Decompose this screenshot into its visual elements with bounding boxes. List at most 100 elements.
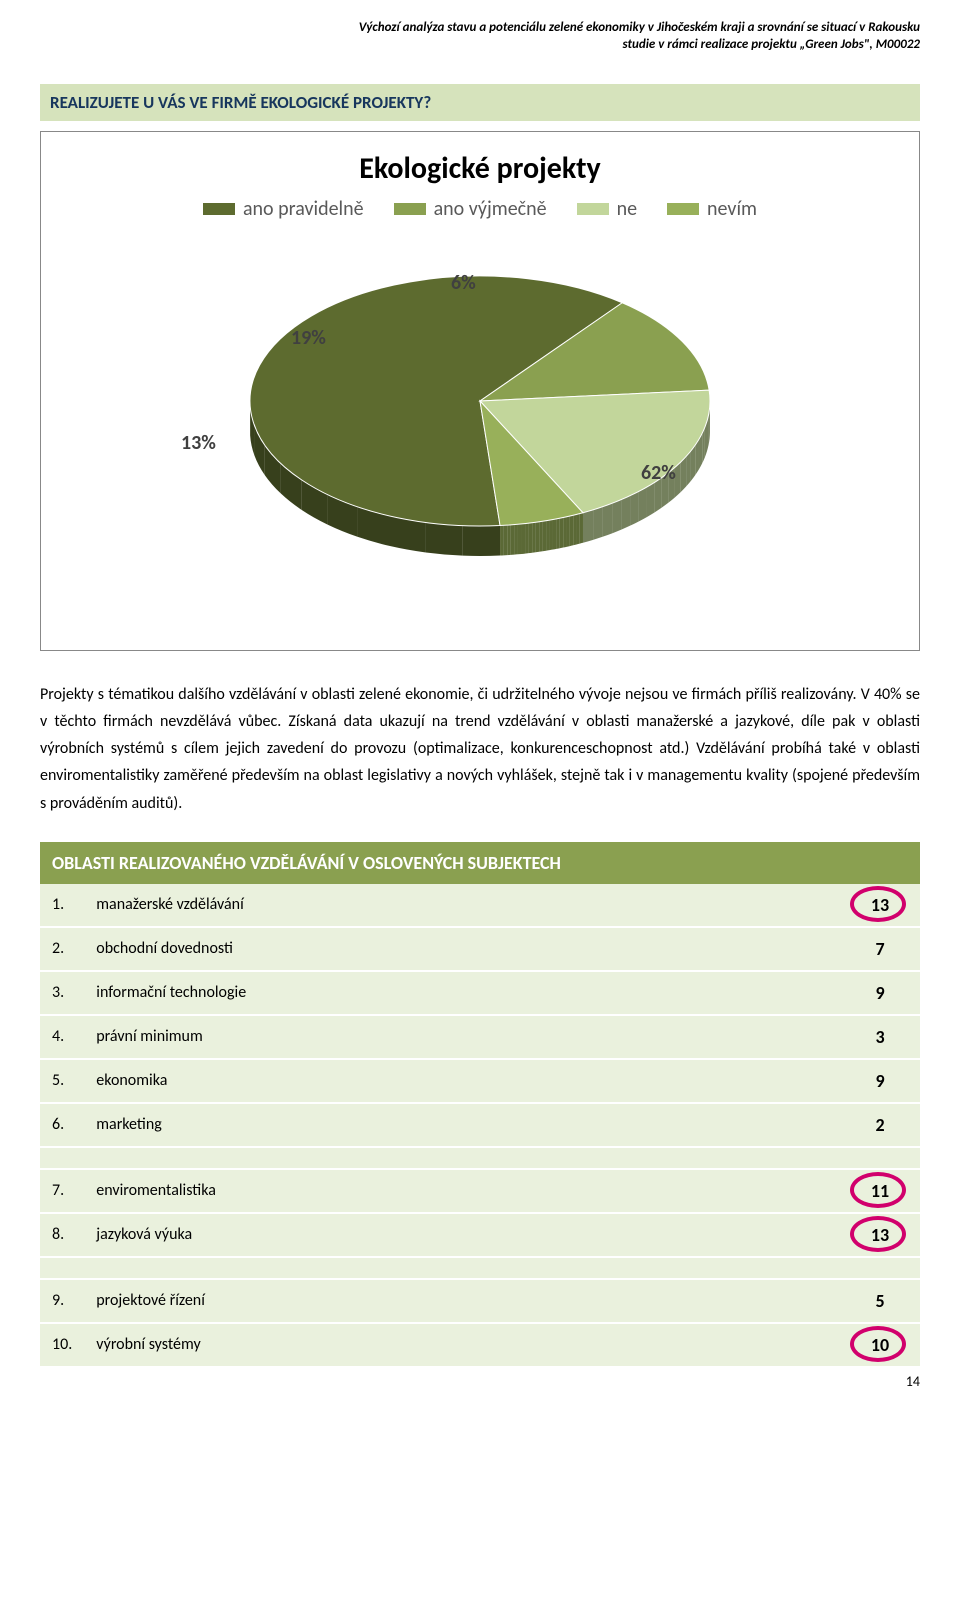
legend-item: ne	[577, 197, 637, 221]
pie-slice-side	[593, 506, 603, 539]
row-number: 4.	[40, 1015, 84, 1059]
legend-swatch	[577, 203, 609, 215]
doc-header: Výchozí analýza stavu a potenciálu zelen…	[40, 20, 920, 54]
highlight-circle-icon	[850, 1172, 906, 1208]
pie-slice-side	[553, 519, 556, 550]
row-label: marketing	[84, 1103, 840, 1147]
pie-slice-side	[560, 517, 563, 548]
row-label: výrobní systémy	[84, 1323, 840, 1367]
legend-swatch	[667, 203, 699, 215]
legend-item: ano výjmečně	[394, 197, 547, 221]
section-heading: REALIZUJETE U VÁS VE FIRMĚ EKOLOGICKÉ PR…	[40, 84, 920, 121]
highlight-circle-icon	[850, 1326, 906, 1362]
pie-area: 62%13%19%6%	[51, 231, 909, 611]
pie-slice-side	[518, 524, 522, 554]
legend-item: nevím	[667, 197, 757, 221]
legend-label: ne	[617, 197, 637, 221]
row-number: 6.	[40, 1103, 84, 1147]
row-value: 13	[840, 884, 920, 927]
table-row: 6.marketing2	[40, 1103, 920, 1147]
pie-slice-side	[639, 487, 647, 521]
table-heading: OBLASTI REALIZOVANÉHO VZDĚLÁVÁNÍ V OSLOV…	[40, 842, 920, 884]
legend-label: ano pravidelně	[243, 197, 364, 221]
table-row: 10.výrobní systémy10	[40, 1323, 920, 1367]
body-paragraph: Projekty s tématikou dalšího vzdělávání …	[40, 681, 920, 817]
table-row: 9.projektové řízení5	[40, 1279, 920, 1323]
pie-slice-side	[532, 522, 536, 552]
pie-slice-side	[576, 513, 579, 544]
pie-slice-label: 6%	[451, 271, 476, 295]
legend-item: ano pravidelně	[203, 197, 364, 221]
row-label: jazyková výuka	[84, 1213, 840, 1257]
row-label: manažerské vzdělávání	[84, 884, 840, 927]
row-value: 3	[840, 1015, 920, 1059]
pie-slice-side	[583, 510, 593, 543]
page-number: 14	[906, 1373, 920, 1390]
table-row: 2.obchodní dovednosti7	[40, 927, 920, 971]
row-label: právní minimum	[84, 1015, 840, 1059]
pie-chart-container: Ekologické projekty ano pravidelně ano vý…	[40, 131, 920, 651]
table-row: 4.právní minimum3	[40, 1015, 920, 1059]
pie-slice-side	[514, 524, 518, 554]
row-value: 9	[840, 1059, 920, 1103]
row-label: projektové řízení	[84, 1279, 840, 1323]
pie-slice-side	[612, 499, 621, 533]
pie-slice-side	[567, 516, 570, 547]
table-row: 5.ekonomika9	[40, 1059, 920, 1103]
pie-slice-side	[504, 525, 508, 555]
row-label: enviromentalistika	[84, 1169, 840, 1213]
pie-slice-side	[622, 495, 631, 529]
pie-slice-side	[603, 503, 613, 536]
highlight-circle-icon	[850, 886, 906, 922]
row-number: 9.	[40, 1279, 84, 1323]
legend-label: ano výjmečně	[434, 197, 547, 221]
highlight-circle-icon	[850, 1216, 906, 1252]
pie-slice-side	[543, 521, 546, 552]
pie-slice-label: 62%	[641, 461, 676, 485]
pie-slice-side	[546, 520, 549, 551]
row-value: 5	[840, 1279, 920, 1323]
doc-header-line2: studie v rámci realizace projektu „Green…	[40, 37, 920, 54]
education-table: 1.manažerské vzdělávání132.obchodní dove…	[40, 884, 920, 1368]
pie-slice-side	[463, 525, 500, 555]
legend-swatch	[203, 203, 235, 215]
row-number: 2.	[40, 927, 84, 971]
pie-slice-side	[647, 482, 655, 517]
pie-slice-side	[529, 523, 533, 553]
table-row: 1.manažerské vzdělávání13	[40, 884, 920, 927]
row-number: 10.	[40, 1323, 84, 1367]
pie-slice-label: 19%	[291, 326, 326, 350]
pie-slice-side	[500, 525, 504, 555]
pie-slice-side	[511, 524, 515, 554]
row-value: 7	[840, 927, 920, 971]
row-value: 13	[840, 1213, 920, 1257]
row-value: 9	[840, 971, 920, 1015]
table-row: 7.enviromentalistika11	[40, 1169, 920, 1213]
row-value: 2	[840, 1103, 920, 1147]
pie-slice-side	[573, 514, 576, 545]
pie-slice-side	[570, 515, 573, 546]
doc-header-line1: Výchozí analýza stavu a potenciálu zelen…	[40, 20, 920, 37]
pie-slice-side	[426, 522, 463, 555]
pie-slice-side	[522, 523, 526, 553]
pie-slice-side	[630, 491, 638, 525]
table-spacer	[40, 1257, 920, 1279]
pie-slice-side	[550, 519, 553, 550]
table-row: 8.jazyková výuka13	[40, 1213, 920, 1257]
table-row: 3.informační technologie9	[40, 971, 920, 1015]
pie-slice-side	[525, 523, 529, 553]
row-label: obchodní dovednosti	[84, 927, 840, 971]
pie-slice-side	[556, 518, 559, 549]
table-spacer	[40, 1147, 920, 1169]
row-number: 8.	[40, 1213, 84, 1257]
row-value: 11	[840, 1169, 920, 1213]
row-label: ekonomika	[84, 1059, 840, 1103]
chart-title: Ekologické projekty	[51, 150, 909, 187]
row-value: 10	[840, 1323, 920, 1367]
row-number: 7.	[40, 1169, 84, 1213]
pie-slice-side	[563, 517, 566, 548]
legend-swatch	[394, 203, 426, 215]
chart-legend: ano pravidelně ano výjmečně ne nevím	[51, 197, 909, 221]
pie-slice-side	[580, 513, 583, 544]
pie-slice-side	[539, 521, 542, 552]
